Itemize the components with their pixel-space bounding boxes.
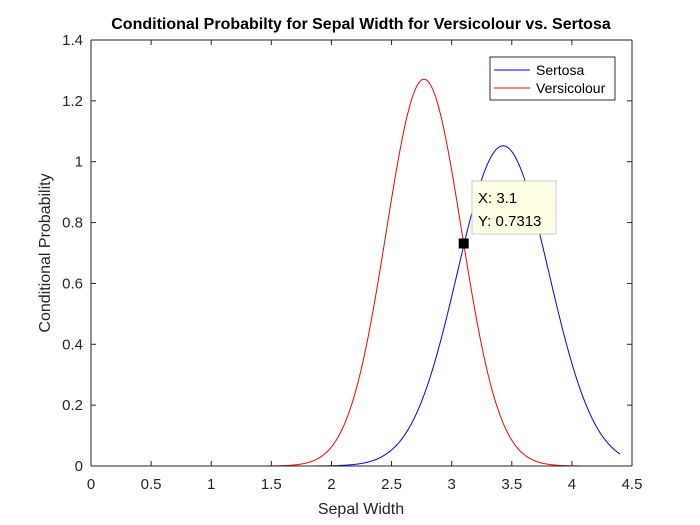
- x-tick-label: 1.5: [261, 476, 282, 493]
- x-tick-label: 0.5: [141, 476, 162, 493]
- y-tick-label: 0.4: [62, 336, 83, 353]
- x-tick-label: 4.5: [622, 476, 643, 493]
- datatip-box: [471, 180, 557, 235]
- x-tick-label: 3.5: [501, 476, 522, 493]
- datatip-marker[interactable]: [458, 238, 469, 249]
- y-tick-label: 1: [75, 154, 83, 171]
- datatip-y-text: Y: 0.7313: [478, 213, 541, 230]
- y-axis-label: Conditional Probability: [37, 173, 54, 332]
- legend-label-versicolour: Versicolour: [536, 80, 606, 96]
- x-tick-label: 2.5: [381, 476, 402, 493]
- x-tick-label: 3: [447, 476, 455, 493]
- axes-layer: [90, 39, 633, 467]
- y-tick-label: 0.8: [62, 215, 83, 232]
- y-tick-label: 1.2: [62, 93, 83, 110]
- y-tick-label: 1.4: [62, 32, 83, 49]
- legend-box: [489, 56, 616, 101]
- y-tick-label: 0: [75, 458, 83, 475]
- legend-label-sertosa: Sertosa: [536, 62, 584, 78]
- x-tick-label: 1: [207, 476, 215, 493]
- x-tick-label: 2: [327, 476, 335, 493]
- y-axis-ticks: 0 0.2 0.4 0.6 0.8 1 1.2 1.4: [62, 32, 632, 475]
- legend: Sertosa Versicolour: [489, 56, 616, 101]
- x-axis-ticks: 0 0.5 1 1.5 2 2.5 3 3.5 4 4.5: [87, 40, 643, 493]
- plot-area: [91, 40, 632, 466]
- chart-title: Conditional Probabilty for Sepal Width f…: [111, 16, 611, 33]
- datatip[interactable]: X: 3.1 Y: 0.7313: [458, 180, 557, 249]
- y-tick-label: 0.2: [62, 397, 83, 414]
- x-axis-label: Sepal Width: [318, 501, 404, 518]
- x-tick-label: 4: [568, 476, 576, 493]
- y-tick-label: 0.6: [62, 275, 83, 292]
- datatip-x-text: X: 3.1: [478, 190, 517, 207]
- x-tick-label: 0: [87, 476, 95, 493]
